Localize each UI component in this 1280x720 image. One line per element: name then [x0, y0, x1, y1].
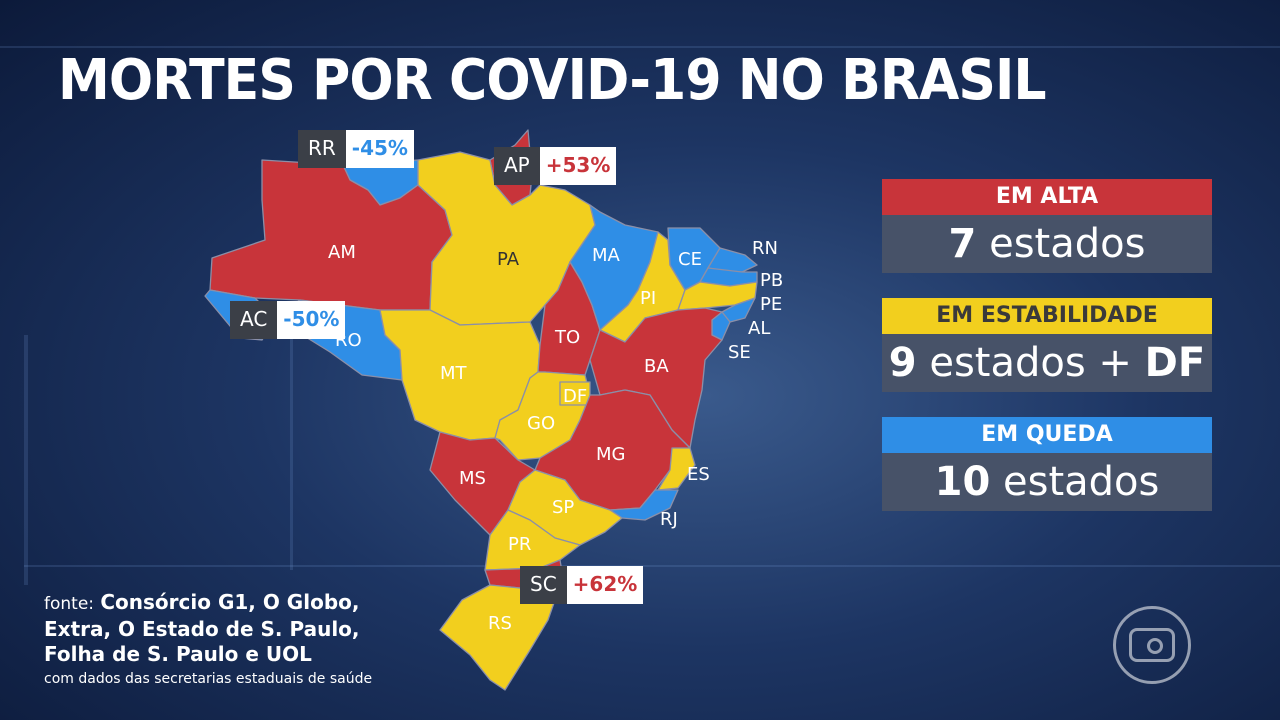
callout-ac: AC -50% — [230, 301, 346, 339]
legend-alta: EM ALTA 7 estados — [882, 179, 1212, 273]
legend-count: 7 estados — [882, 215, 1212, 273]
state-label-DF: DF — [563, 386, 588, 407]
state-label-BA: BA — [644, 356, 669, 377]
callout-percentage: +62% — [566, 566, 644, 604]
logo-screen — [1129, 628, 1175, 662]
state-label-RN: RN — [752, 238, 778, 259]
state-label-GO: GO — [527, 413, 556, 434]
legend-queda: EM QUEDA 10 estados — [882, 417, 1212, 511]
callout-percentage: -50% — [277, 301, 346, 339]
state-label-AL: AL — [748, 318, 771, 339]
state-label-PB: PB — [760, 270, 784, 291]
callout-state-code: SC — [520, 566, 567, 604]
legend-count: 9 estados + DF — [882, 334, 1212, 392]
legend-number: 9 — [888, 340, 917, 386]
callout-sc: SC +62% — [520, 566, 644, 604]
state-label-CE: CE — [678, 249, 702, 270]
logo-dot — [1147, 638, 1163, 654]
callout-state-code: RR — [298, 130, 346, 168]
legend-text: estados — [1003, 459, 1160, 505]
globo-tv-logo-icon — [1113, 606, 1191, 684]
background-line — [24, 565, 1280, 567]
legend-header: EM ALTA — [882, 179, 1212, 215]
callout-rr: RR -45% — [298, 130, 414, 168]
state-label-TO: TO — [555, 327, 581, 348]
legend-number: 7 — [948, 221, 977, 267]
background-line — [290, 330, 293, 570]
state-label-AM: AM — [328, 242, 356, 263]
state-label-MS: MS — [459, 468, 486, 489]
source-lead: fonte: — [44, 594, 95, 614]
legend-header: EM QUEDA — [882, 417, 1212, 453]
state-label-PE: PE — [760, 294, 783, 315]
state-label-MG: MG — [596, 444, 626, 465]
source-line-3: Folha de S. Paulo e UOL — [44, 642, 312, 666]
callout-state-code: AP — [494, 147, 540, 185]
state-label-ES: ES — [687, 464, 710, 485]
state-label-MA: MA — [592, 245, 620, 266]
background-line — [24, 335, 28, 585]
legend-text: estados + — [929, 340, 1132, 386]
callout-ap: AP +53% — [494, 147, 617, 185]
legend-estabilidade: EM ESTABILIDADE 9 estados + DF — [882, 298, 1212, 392]
state-label-RJ: RJ — [660, 509, 678, 530]
page-title: MORTES POR COVID-19 NO BRASIL — [58, 48, 1047, 113]
state-label-PA: PA — [497, 249, 520, 270]
source-line-2: Extra, O Estado de S. Paulo, — [44, 617, 360, 641]
legend-count: 10 estados — [882, 453, 1212, 511]
source-line-4: com dados das secretarias estaduais de s… — [44, 671, 373, 687]
state-label-MT: MT — [440, 363, 467, 384]
state-label-SP: SP — [552, 497, 575, 518]
background-line — [0, 46, 1280, 48]
callout-percentage: +53% — [539, 147, 617, 185]
legend-header: EM ESTABILIDADE — [882, 298, 1212, 334]
state-label-RS: RS — [488, 613, 512, 634]
callout-percentage: -45% — [345, 130, 414, 168]
legend-extra: DF — [1144, 340, 1206, 386]
state-ES — [657, 447, 696, 491]
state-AL — [721, 297, 756, 323]
state-label-PI: PI — [640, 288, 657, 309]
legend-text: estados — [989, 221, 1146, 267]
source-credit: fonte: Consórcio G1, O Globo, Extra, O E… — [44, 590, 372, 692]
callout-state-code: AC — [230, 301, 278, 339]
state-BA — [589, 307, 723, 449]
state-label-PR: PR — [508, 534, 532, 555]
source-line-1: Consórcio G1, O Globo, — [100, 590, 360, 614]
legend-number: 10 — [934, 459, 991, 505]
state-label-SE: SE — [728, 342, 751, 363]
